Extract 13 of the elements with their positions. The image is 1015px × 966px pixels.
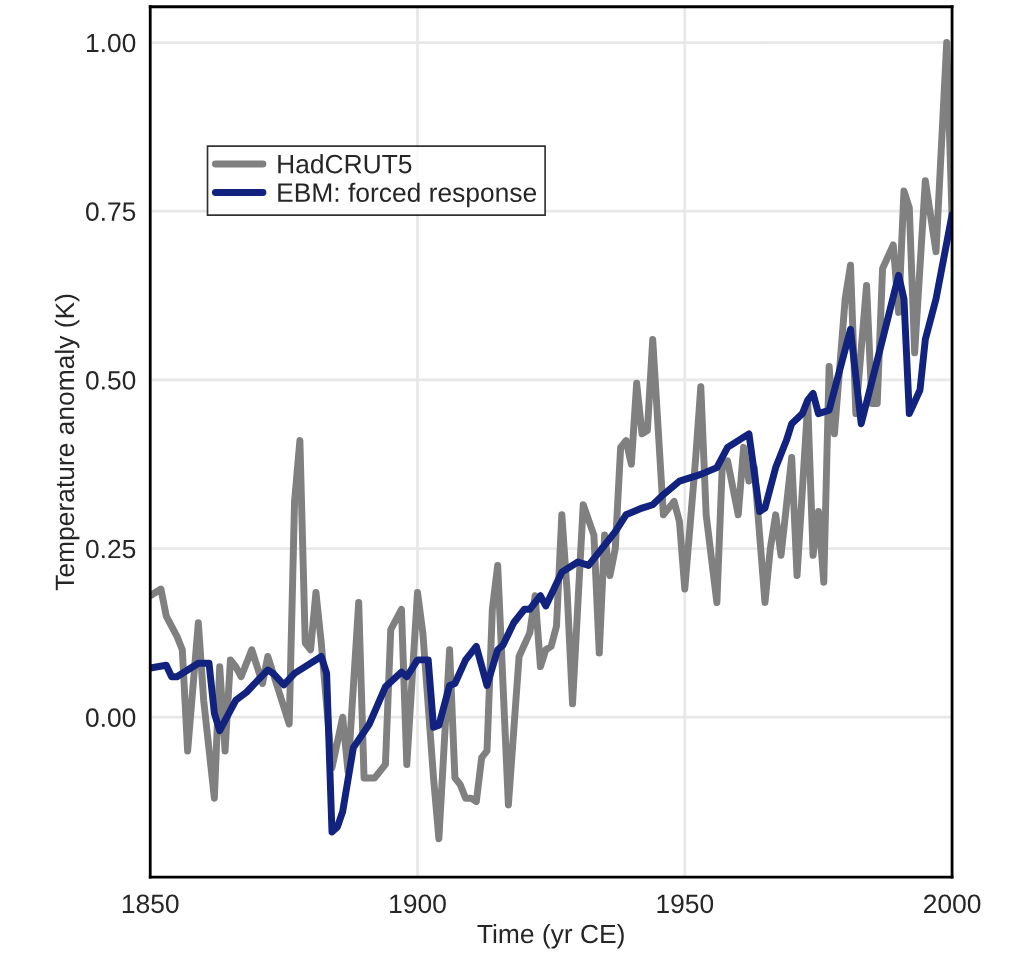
legend-label: HadCRUT5 bbox=[278, 154, 412, 174]
legend-label: EBM: forced response bbox=[278, 182, 537, 208]
y-tick-label: 1.00 bbox=[86, 33, 136, 53]
x-tick-label: 1950 bbox=[657, 894, 714, 914]
y-tick-label: 0.75 bbox=[86, 202, 136, 222]
y-tick-label: 0.25 bbox=[86, 539, 136, 559]
y-tick-label: 0.00 bbox=[86, 708, 136, 728]
x-tick-label: 1850 bbox=[122, 894, 179, 914]
y-tick-label: 0.50 bbox=[86, 371, 136, 390]
y-axis-title: Temperature anomaly (K) bbox=[54, 294, 80, 591]
x-axis-title: Time (yr CE) bbox=[477, 923, 624, 949]
x-tick-label: 1900 bbox=[390, 894, 446, 914]
x-tick-label: 2000 bbox=[924, 894, 981, 914]
